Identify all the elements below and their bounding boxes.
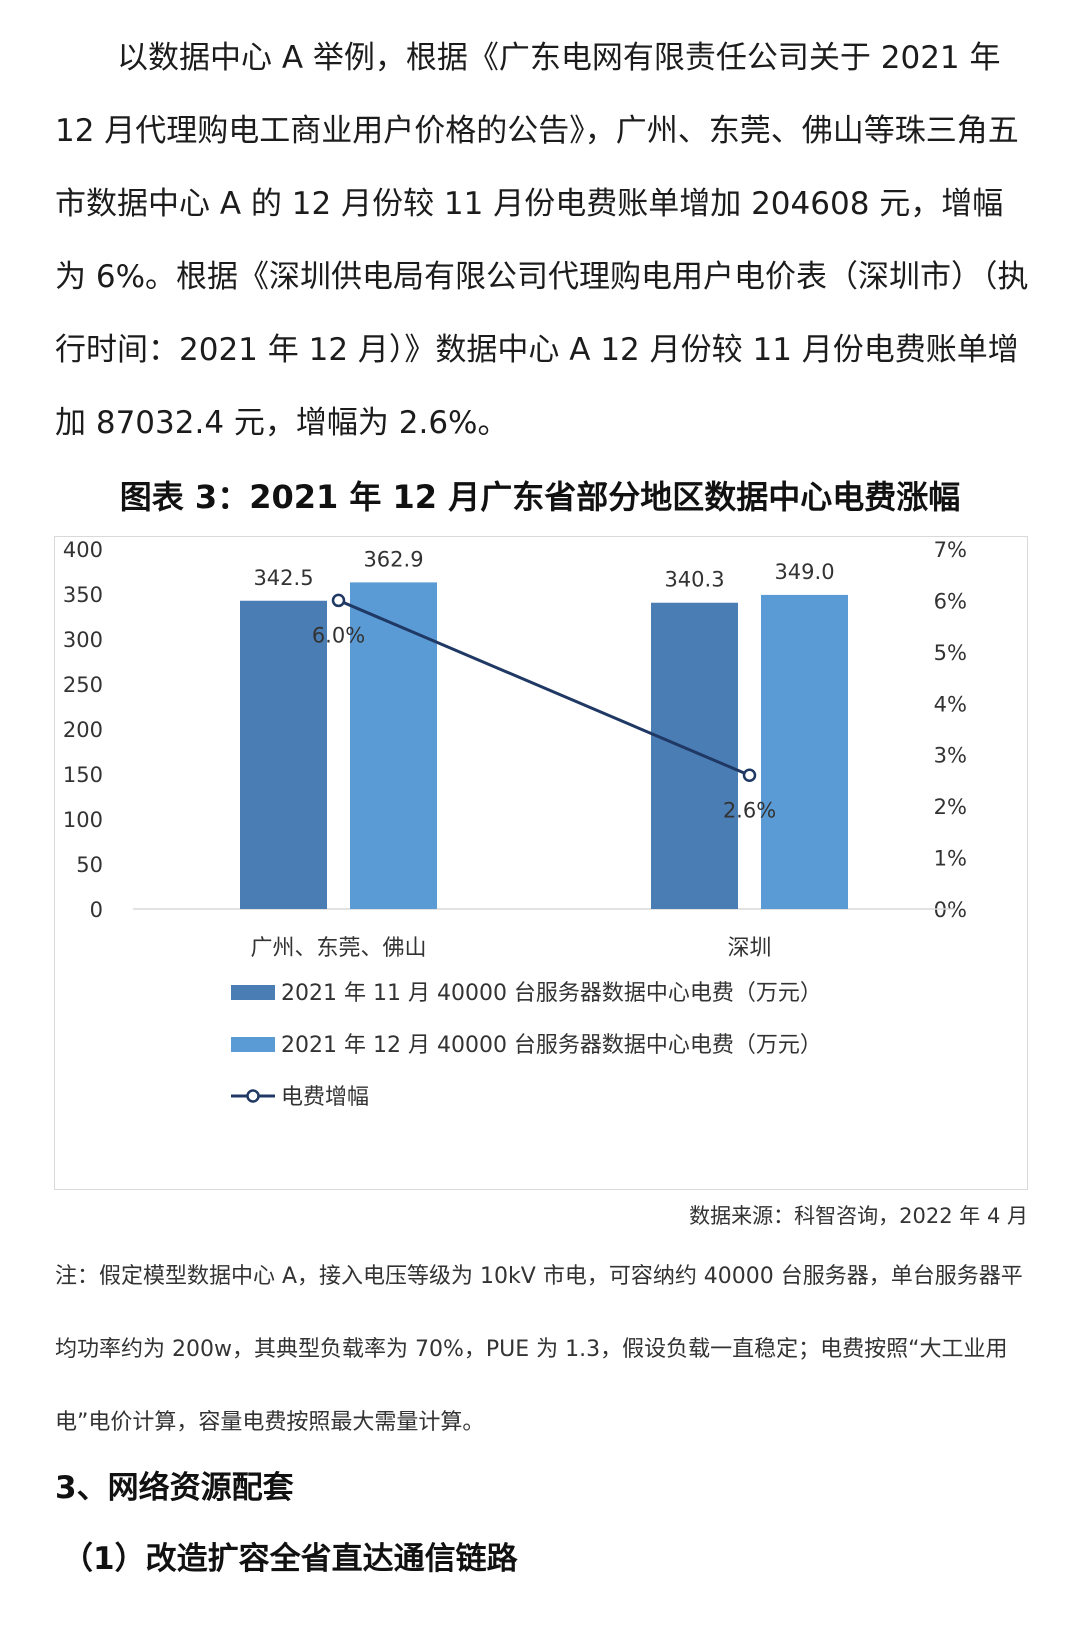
legend: 2021 年 11 月 40000 台服务器数据中心电费（万元） 2021 年 1… (231, 981, 822, 1110)
footnote: 注：假定模型数据中心 A，接入电压等级为 10kV 市电，可容纳约 40000 … (55, 1264, 1023, 1435)
left-axis-ticks: 0 50 100 150 200 250 300 350 400 (63, 538, 103, 922)
left-tick-label: 150 (63, 763, 103, 787)
right-tick-label: 3% (934, 744, 967, 768)
left-tick-label: 350 (63, 583, 103, 607)
legend-line-marker (246, 1089, 260, 1103)
right-axis-ticks: 0% 1% 2% 3% 4% 5% 6% 7% (934, 538, 967, 922)
right-tick-label: 7% (934, 538, 967, 562)
bar-group (240, 582, 848, 909)
left-tick-label: 250 (63, 673, 103, 697)
left-tick-label: 400 (63, 538, 103, 562)
source-note: 数据来源：科智咨询，2022 年 4 月 (689, 1204, 1028, 1228)
chart-container: 0 50 100 150 200 250 300 350 400 0% 1% 2% 3% 4% 5% 6% 7… (54, 536, 1028, 1190)
intro-paragraph: 以数据中心 A 举例，根据《广东电网有限责任公司关于 2021 年 12 月代理… (55, 40, 1029, 441)
bar-data-label: 340.3 (664, 568, 724, 592)
growth-data-label: 2.6% (723, 798, 776, 822)
right-tick-label: 2% (934, 795, 967, 819)
bar-data-label: 342.5 (253, 566, 313, 590)
bar (651, 602, 738, 909)
bar-data-label: 362.9 (363, 547, 423, 571)
category-labels: 广州、东莞、佛山 深圳 (250, 936, 771, 961)
left-tick-label: 300 (63, 628, 103, 652)
right-tick-label: 4% (934, 692, 967, 716)
growth-line-group: 6.0% 2.6% (312, 593, 776, 822)
bar (761, 594, 848, 909)
left-tick-label: 100 (63, 808, 103, 832)
legend-label: 电费增幅 (281, 1085, 369, 1110)
left-tick-label: 0 (90, 898, 103, 922)
subsection-heading: （1）改造扩容全省直达通信链路 (62, 1541, 518, 1577)
growth-data-label: 6.0% (312, 623, 365, 647)
legend-swatch (231, 1037, 275, 1052)
right-tick-label: 0% (934, 898, 967, 922)
category-label: 广州、东莞、佛山 (250, 936, 426, 961)
left-tick-label: 200 (63, 718, 103, 742)
section-heading: 3、网络资源配套 (55, 1470, 294, 1506)
category-label: 深圳 (727, 936, 771, 961)
growth-point (742, 768, 757, 783)
chart-svg: 0 50 100 150 200 250 300 350 400 0% 1% 2% 3% 4% 5% 6% 7… (63, 538, 967, 1110)
left-tick-label: 50 (76, 853, 103, 877)
legend-label: 2021 年 12 月 40000 台服务器数据中心电费（万元） (281, 1033, 822, 1058)
bar-data-label: 349.0 (774, 560, 834, 584)
chart-title: 图表 3：2021 年 12 月广东省部分地区数据中心电费涨幅 (119, 478, 961, 516)
bar (240, 600, 327, 909)
growth-line (337, 599, 751, 777)
right-tick-label: 6% (934, 589, 967, 613)
legend-label: 2021 年 11 月 40000 台服务器数据中心电费（万元） (281, 981, 822, 1006)
right-tick-label: 5% (934, 641, 967, 665)
bar-label-group: 342.5 362.9 340.3 349.0 (253, 547, 834, 591)
right-tick-label: 1% (934, 847, 967, 871)
growth-point (331, 593, 346, 608)
legend-swatch (231, 985, 275, 1000)
